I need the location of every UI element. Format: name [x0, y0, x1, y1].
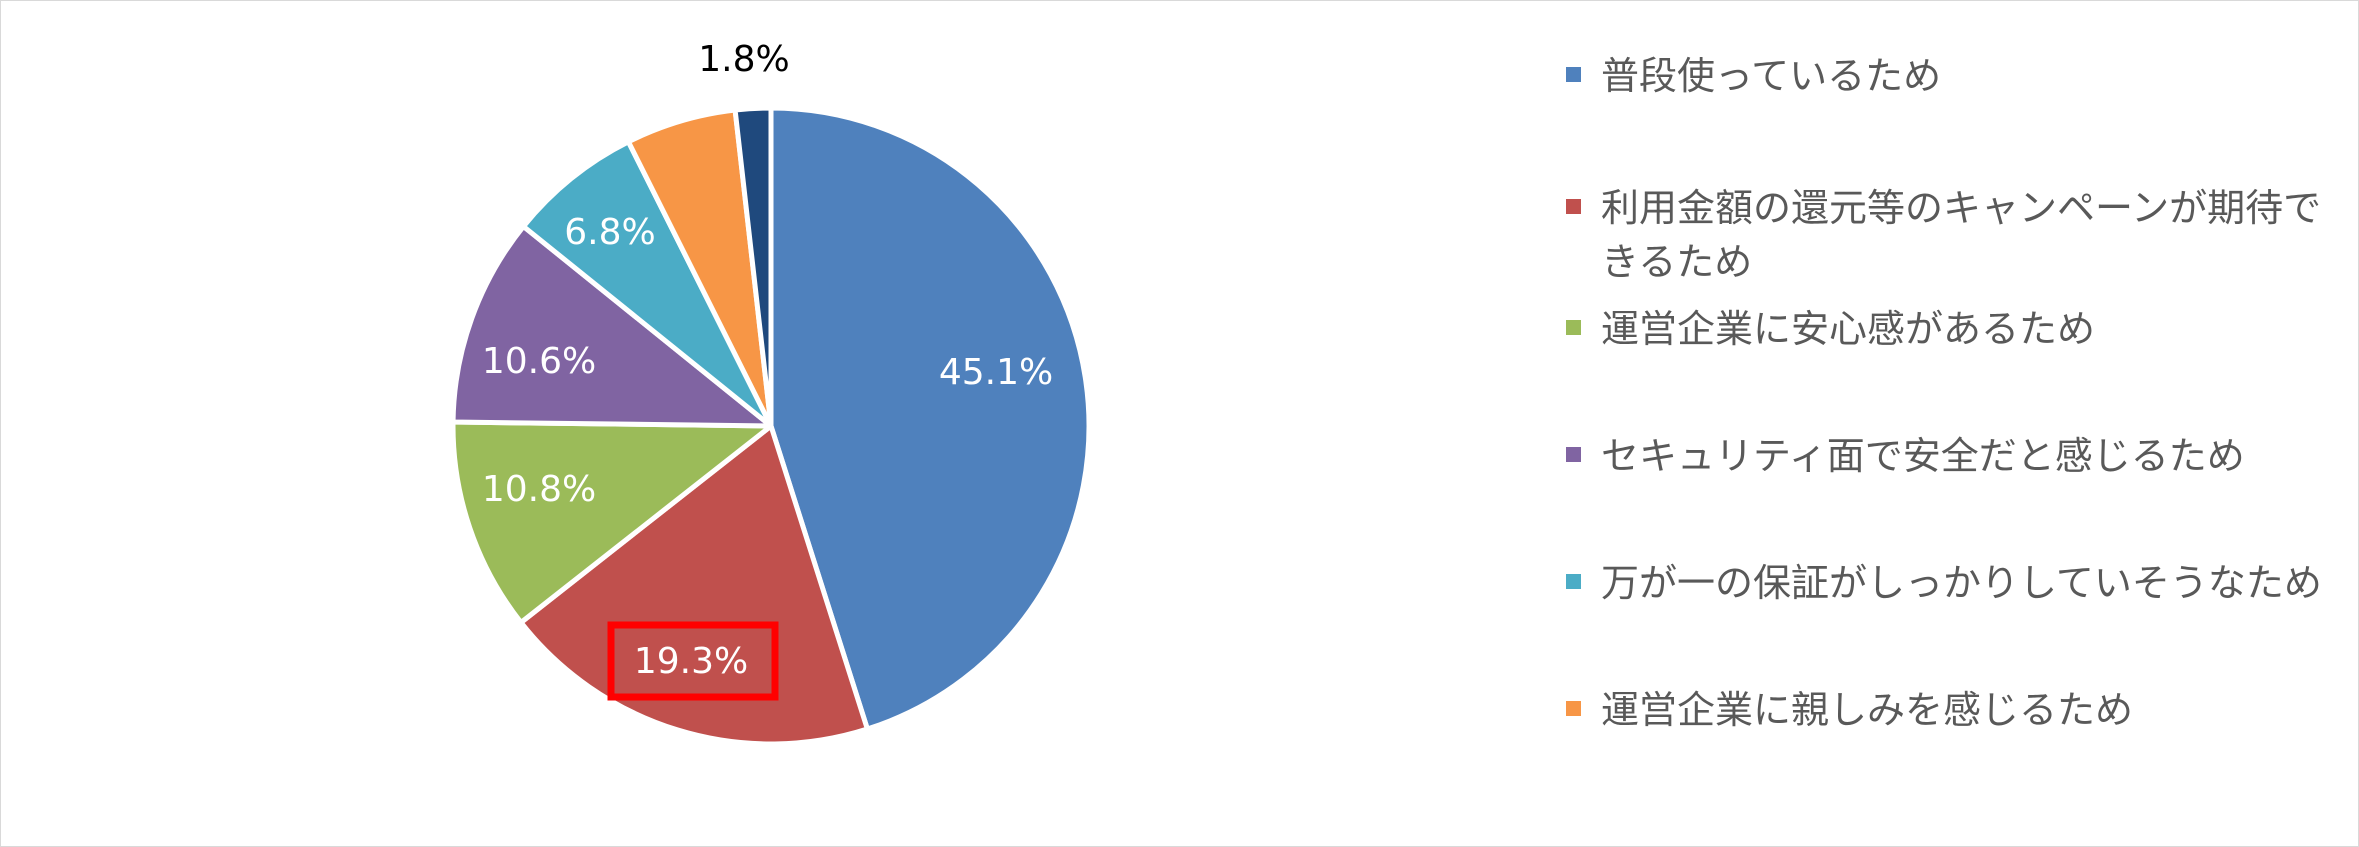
- highlight-box: [607, 621, 779, 701]
- pie-slice: [768, 105, 1092, 732]
- pie-slice: [450, 419, 774, 625]
- pie-slice: [520, 139, 774, 429]
- legend-swatch: [1566, 447, 1581, 462]
- legend-label: 運営企業に親しみを感じるため: [1601, 688, 2134, 732]
- data-label: 45.1%: [939, 352, 1053, 393]
- data-label: 19.3%: [634, 641, 748, 682]
- legend-item: 普段使っているため: [1566, 49, 2351, 103]
- legend-item: 利用金額の還元等のキャンペーンが期待できるため: [1566, 181, 2323, 289]
- pie-slice: [450, 223, 774, 429]
- legend-item: 万が一の保証がしっかりしていそうなため: [1566, 556, 2351, 610]
- legend-label: 運営企業に安心感があるため: [1601, 307, 2096, 351]
- data-label: 10.6%: [482, 341, 596, 382]
- legend-swatch: [1566, 199, 1581, 214]
- data-label: 10.8%: [482, 469, 596, 510]
- data-label: 6.8%: [564, 212, 655, 253]
- data-label: 1.8%: [698, 39, 789, 80]
- legend-swatch: [1566, 701, 1581, 716]
- legend-label: 万が一の保証がしっかりしていそうなため: [1601, 561, 2322, 605]
- legend-label: セキュリティ面で安全だと感じるため: [1601, 434, 2245, 478]
- legend-item: 運営企業に安心感があるため: [1566, 302, 2351, 356]
- legend-item: セキュリティ面で安全だと感じるため: [1566, 429, 2351, 483]
- legend-label: 利用金額の還元等のキャンペーンが期待できるため: [1601, 186, 2322, 284]
- legend-swatch: [1566, 574, 1581, 589]
- legend-swatch: [1566, 320, 1581, 335]
- legend-label: 普段使っているため: [1601, 54, 1942, 98]
- legend-swatch: [1566, 67, 1581, 82]
- pie-slice: [732, 105, 774, 429]
- legend-item: 運営企業に親しみを感じるため: [1566, 683, 2351, 737]
